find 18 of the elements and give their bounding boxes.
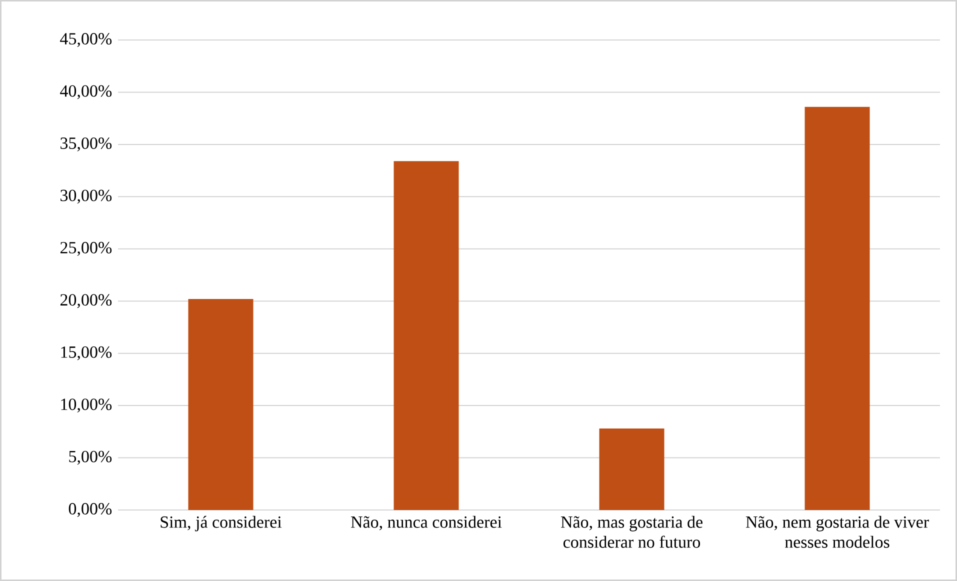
x-tick-label: Não, nunca considerei — [350, 516, 502, 530]
bar — [394, 161, 459, 510]
y-tick-label: 20,00% — [60, 294, 112, 308]
x-tick-label: Não, nem gostaria de viver nesses modelos — [746, 516, 929, 548]
y-tick-label: 40,00% — [60, 85, 112, 100]
x-tick-label: Não, mas gostaria de considerar no futuro — [560, 516, 702, 548]
y-tick-label: 0,00% — [68, 503, 112, 517]
y-tick-label: 5,00% — [69, 450, 112, 465]
y-tick-label: 25,00% — [60, 242, 112, 256]
y-tick-label: 45,00% — [60, 33, 112, 47]
bar — [188, 299, 254, 510]
y-tick-label: 30,00% — [60, 190, 112, 204]
y-tick-label: 15,00% — [61, 346, 112, 360]
x-tick-label: Sim, já considerei — [160, 516, 282, 532]
y-tick-label: 35,00% — [60, 137, 112, 152]
y-tick-label: 10,00% — [61, 398, 112, 413]
bar — [804, 106, 870, 510]
bar — [599, 428, 664, 510]
